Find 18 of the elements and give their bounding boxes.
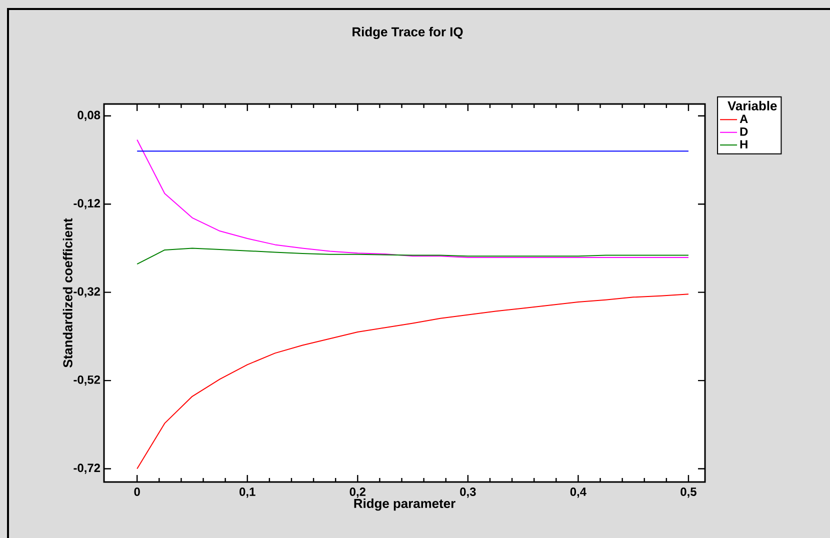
- y-axis-title: Standardized coefficient: [62, 218, 72, 368]
- y-tick-label: -0,52: [74, 375, 100, 386]
- legend-label: D: [740, 127, 748, 136]
- x-axis-title: Ridge parameter: [354, 498, 456, 511]
- x-tick-label: 0,3: [460, 488, 476, 498]
- x-tick-label: 0: [134, 488, 140, 496]
- x-tick-label: 0,2: [350, 488, 366, 498]
- x-tick-label: 0,1: [240, 488, 256, 498]
- legend-title: Variable: [728, 100, 777, 110]
- y-tick-label: 0,08: [78, 110, 100, 121]
- legend-label: A: [740, 114, 748, 124]
- y-tick-label: -0,32: [74, 287, 100, 298]
- y-tick-label: -0,12: [74, 199, 100, 210]
- x-tick-label: 0,4: [570, 488, 586, 498]
- chart-title: Ridge Trace for IQ: [352, 26, 463, 40]
- x-tick-label: 0,5: [680, 488, 696, 498]
- y-tick-label: -0,72: [74, 464, 100, 474]
- legend-label: H: [740, 140, 748, 148]
